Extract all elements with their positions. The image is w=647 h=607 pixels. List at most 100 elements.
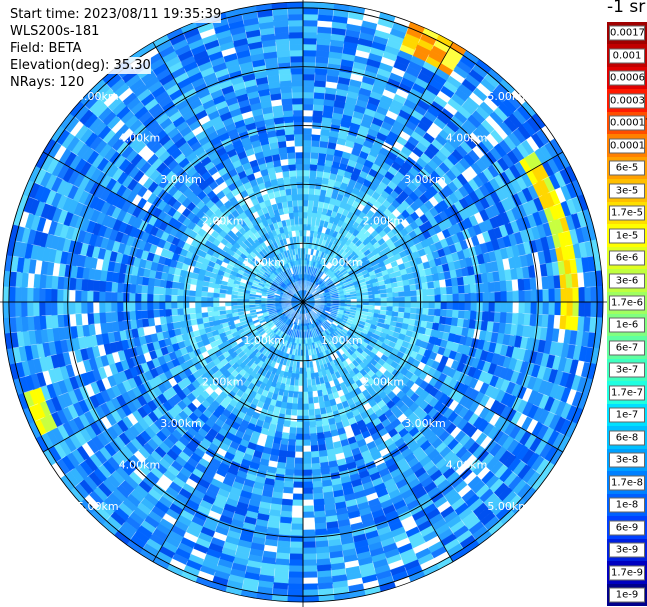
radar-cell [86, 290, 94, 303]
radar-cell [446, 301, 454, 311]
radar-cell [427, 314, 435, 323]
radar-cell [398, 291, 406, 298]
radar-cell [316, 432, 325, 440]
radar-cell [141, 309, 149, 320]
radar-cell [135, 284, 143, 294]
radar-cell [68, 289, 76, 303]
ray-separator [314, 302, 602, 334]
radar-cell [292, 487, 304, 495]
ray-separator [313, 305, 584, 410]
radar-cell [302, 97, 314, 105]
radar-cell [287, 589, 304, 597]
radar-cell [206, 291, 214, 298]
radar-cell [212, 297, 220, 303]
radar-cell [92, 290, 100, 303]
radar-cell [93, 312, 101, 325]
radar-cell [105, 281, 113, 293]
ray-separator [313, 165, 571, 297]
radar-cell [182, 295, 190, 303]
radar-cell [164, 308, 172, 317]
radar-cell [140, 293, 148, 303]
radar-cell [317, 438, 326, 446]
radar-cell [99, 312, 107, 324]
radar-cell [302, 193, 309, 201]
radar-cell [140, 301, 148, 311]
radar-cell [278, 522, 292, 530]
radar-cell [314, 68, 328, 76]
radar-cell [104, 291, 112, 303]
radar-cell [302, 37, 318, 45]
radar-cell [428, 294, 436, 303]
radar-cell [302, 511, 315, 519]
radar-cell [446, 293, 454, 303]
radar-cell [416, 301, 424, 309]
radar-cell [298, 379, 304, 387]
radar-cell [302, 559, 318, 567]
radar-cell [294, 445, 304, 453]
radar-cell [548, 288, 556, 303]
radar-cell [182, 301, 190, 309]
ray-separator [307, 27, 426, 292]
radar-cell [288, 559, 304, 567]
radar-cell [488, 301, 496, 313]
radar-cell [176, 288, 184, 296]
radar-cell [422, 295, 430, 303]
ray-separator [304, 5, 351, 291]
radar-cell [310, 444, 319, 453]
radar-cell [307, 205, 314, 213]
radar-cell [99, 280, 107, 292]
radar-cell [566, 301, 574, 317]
radar-cell [302, 115, 313, 123]
radar-cell [506, 290, 514, 303]
radar-cell [146, 293, 154, 303]
radar-cell [283, 480, 294, 488]
radar-cell [584, 301, 592, 318]
radar-cell [294, 457, 304, 465]
radar-cell [56, 288, 64, 303]
radar-cell [470, 292, 478, 303]
radar-cell [26, 287, 34, 303]
radar-cell [422, 301, 430, 309]
radar-cell [314, 528, 328, 536]
radar-cell [288, 433, 297, 441]
radar-cell [218, 297, 226, 303]
radar-cell [302, 433, 311, 441]
radar-cell [302, 541, 317, 549]
radar-cell [439, 279, 447, 288]
radar-cell [188, 307, 196, 315]
radar-cell [165, 315, 173, 324]
radar-cell [302, 493, 314, 501]
radar-cell [289, 541, 304, 549]
radar-cell [518, 290, 526, 303]
radar-cell [292, 499, 304, 507]
radar-cell [170, 301, 178, 310]
radar-cell [302, 43, 317, 51]
radar-cell [422, 308, 430, 316]
radar-cell [92, 301, 100, 314]
radar-cell [398, 296, 406, 303]
radar-cell [302, 469, 313, 477]
radar-cell [572, 301, 580, 317]
radar-cell [194, 296, 202, 303]
radar-cell [194, 301, 202, 308]
radar-cell [206, 301, 214, 308]
radar-cell [505, 279, 513, 292]
radar-cell [288, 427, 297, 435]
radar-cell [292, 397, 299, 405]
radar-cell [309, 169, 318, 177]
radar-cell [310, 450, 320, 459]
radar-cell [302, 139, 312, 147]
radar-cell [200, 296, 208, 303]
radar-cell [302, 223, 308, 231]
radar-cell [182, 307, 190, 315]
radar-cell [482, 301, 490, 312]
radar-cell [493, 311, 501, 323]
radar-cell [110, 301, 118, 313]
radar-cell [297, 391, 304, 399]
radar-cell [20, 287, 28, 303]
radar-cell [14, 286, 22, 303]
ray-separator [309, 50, 467, 293]
radar-cell [500, 291, 508, 303]
radar-cell [291, 517, 304, 525]
